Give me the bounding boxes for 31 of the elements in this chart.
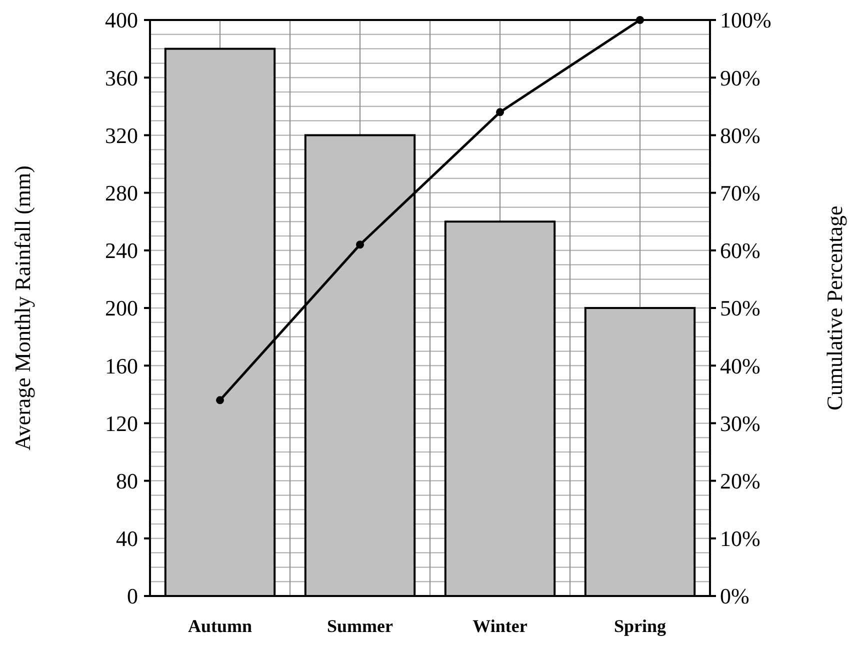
y-tick-label: 80 (116, 468, 138, 494)
point (216, 396, 224, 404)
x-tick-label: Spring (614, 616, 666, 636)
y-tick-label: 400 (105, 8, 138, 33)
y2-tick-label: 90% (720, 65, 760, 90)
x-tick-label: Winter (472, 616, 528, 636)
y2-tick-label: 20% (720, 468, 760, 494)
y2-tick-label: 30% (720, 410, 760, 436)
y2-tick-label: 70% (720, 180, 760, 206)
y-tick-label: 360 (105, 65, 138, 90)
y-axis-title: Average Monthly Rainfall (mm) (10, 166, 35, 450)
y-tick-label: 0 (127, 584, 138, 609)
y2-tick-label: 0% (720, 584, 750, 609)
point (356, 240, 364, 249)
y-tick-label: 120 (105, 410, 138, 436)
y2-tick-label: 100% (720, 8, 772, 33)
y-tick-label: 320 (105, 122, 138, 148)
x-tick-label: Autumn (188, 616, 252, 636)
y-tick-label: 40 (116, 526, 138, 552)
y2-tick-label: 80% (720, 122, 760, 148)
y-tick-label: 240 (105, 238, 138, 264)
y2-tick-label: 40% (720, 353, 760, 378)
y2-axis-title: Cumulative Percentage (822, 206, 847, 410)
x-tick-label: Summer (327, 616, 393, 636)
point (496, 108, 504, 116)
y2-tick-label: 60% (720, 238, 760, 264)
y2-tick-label: 10% (720, 526, 760, 552)
y-tick-label: 280 (105, 180, 138, 206)
y2-tick-label: 50% (720, 296, 760, 321)
y-tick-label: 200 (105, 296, 138, 321)
y-tick-label: 160 (105, 353, 138, 378)
